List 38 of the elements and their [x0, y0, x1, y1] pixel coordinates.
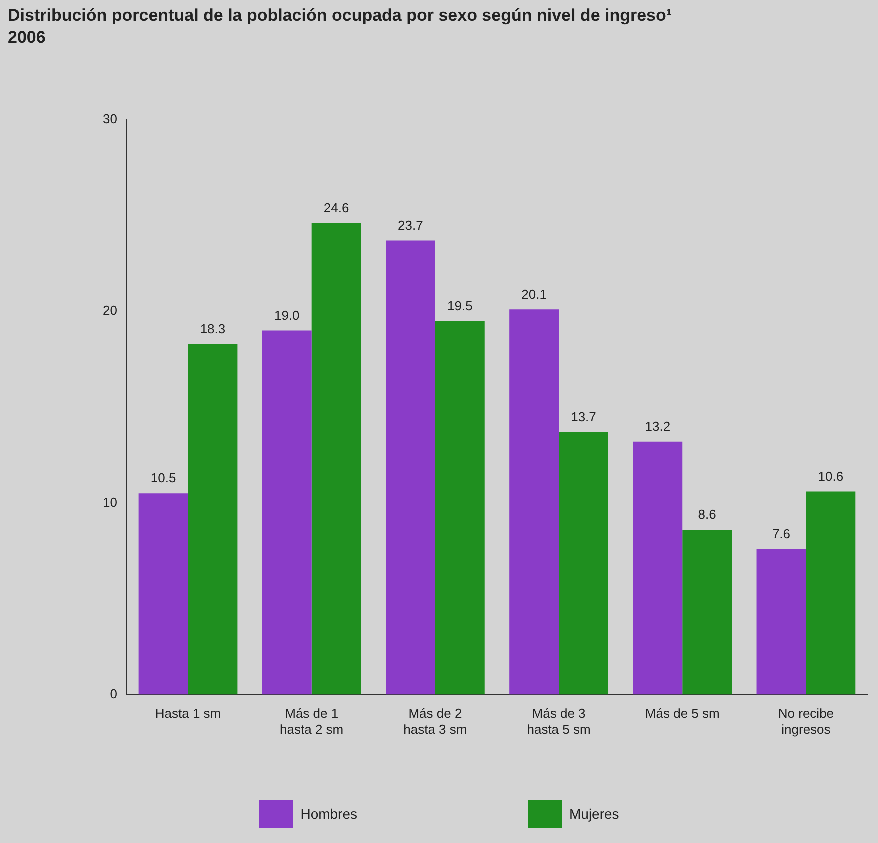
bar — [138, 494, 188, 695]
x-tick-label: Más de 2 hasta 3 sm — [404, 706, 468, 737]
y-tick-label: 30 — [102, 112, 118, 127]
bar — [510, 310, 560, 695]
data-label: 18.3 — [200, 321, 226, 336]
data-label: 10.5 — [150, 470, 176, 486]
bar — [756, 549, 806, 695]
legend-label: Hombres — [300, 806, 358, 822]
data-label: 20.1 — [522, 286, 547, 302]
data-label: 23.7 — [398, 218, 424, 233]
bar — [806, 492, 856, 695]
x-tick-label: No recibe ingresos — [778, 706, 834, 737]
x-tick-label: Más de 5 sm — [645, 706, 720, 722]
data-label: 13.2 — [645, 418, 671, 434]
bar — [682, 530, 732, 695]
chart-subtitle: 2006 — [8, 28, 46, 48]
x-tick-label: Hasta 1 sm — [155, 706, 222, 722]
data-label: 8.6 — [698, 507, 716, 522]
bar — [312, 223, 362, 695]
y-tick-label: 10 — [102, 494, 118, 510]
y-tick-label: 20 — [102, 303, 118, 318]
legend-label: Mujeres — [570, 806, 620, 822]
data-label: 19.5 — [447, 298, 473, 314]
bar — [262, 330, 312, 695]
data-label: 10.6 — [818, 468, 844, 484]
chart-title: Distribución porcentual de la población ocupada por sexo según nivel de ingreso¹ — [8, 6, 672, 26]
bar — [386, 240, 436, 695]
data-label: 24.6 — [324, 200, 350, 216]
bar — [435, 321, 485, 695]
x-tick-label: Más de 1 hasta 2 sm — [280, 706, 344, 737]
y-tick-label: 0 — [110, 686, 118, 702]
bar — [188, 344, 238, 695]
data-label: 13.7 — [571, 409, 596, 424]
data-label: 19.0 — [274, 308, 300, 323]
bar — [633, 442, 683, 695]
data-label: 7.6 — [772, 526, 791, 542]
x-tick-label: Más de 3 hasta 5 sm — [527, 706, 591, 737]
bar — [559, 432, 608, 695]
